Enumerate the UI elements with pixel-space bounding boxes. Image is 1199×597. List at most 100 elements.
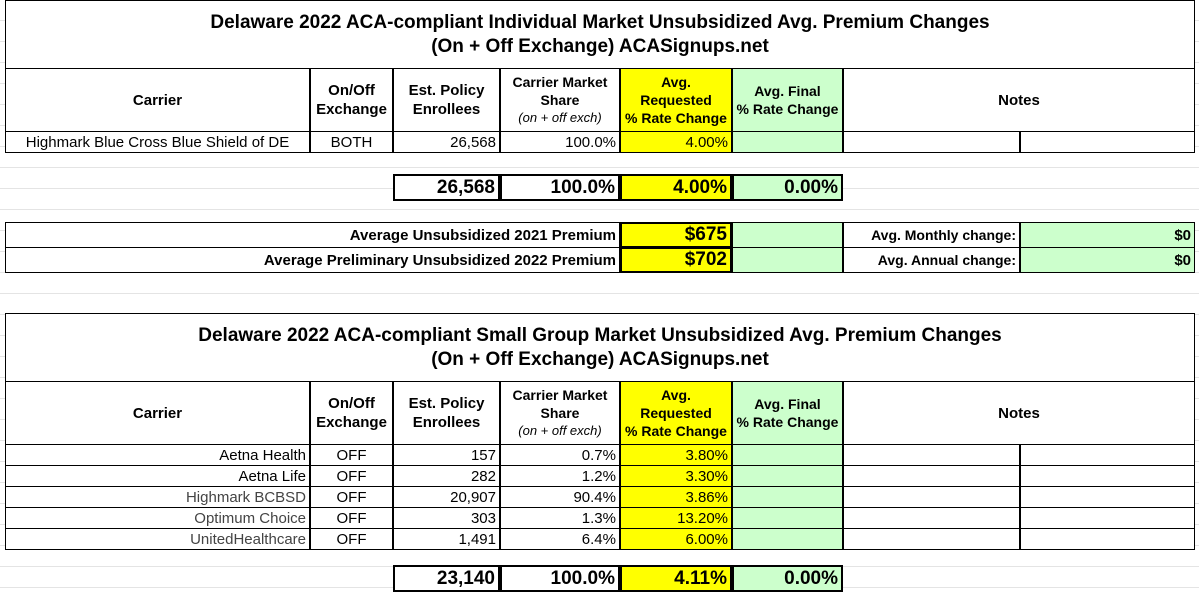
total-cell: 0.00% bbox=[732, 565, 843, 592]
empty-cell bbox=[1020, 131, 1195, 153]
data-cell: OFF bbox=[310, 444, 393, 466]
header-text: Carrier bbox=[132, 404, 183, 422]
header-text: Est. Policy bbox=[408, 82, 485, 99]
header-text: Share bbox=[540, 92, 580, 108]
data-cell: 20,907 bbox=[393, 486, 500, 508]
header-text: Avg. Final bbox=[754, 396, 821, 412]
header-text: (on + off exch) bbox=[518, 423, 602, 438]
data-cell: 6.4% bbox=[500, 528, 620, 550]
header-text: % Rate Change bbox=[625, 110, 727, 126]
total-cell: 26,568 bbox=[393, 174, 500, 201]
empty-cell bbox=[732, 247, 843, 273]
header-text: Carrier Market bbox=[512, 74, 608, 90]
total-cell: 100.0% bbox=[500, 565, 620, 592]
data-cell: 282 bbox=[393, 465, 500, 487]
data-cell: OFF bbox=[310, 528, 393, 550]
data-cell: 157 bbox=[393, 444, 500, 466]
data-cell: 3.30% bbox=[620, 465, 732, 487]
header-cell: Avg. Requested % Rate Change bbox=[620, 68, 732, 132]
empty-cell bbox=[732, 131, 843, 153]
header-cell: Est. Policy Enrollees bbox=[393, 68, 500, 132]
title-line: Delaware 2022 ACA-compliant Small Group … bbox=[198, 324, 1002, 346]
change-value: $0 bbox=[1020, 247, 1195, 273]
section-title: Delaware 2022 ACA-compliant Individual M… bbox=[5, 0, 1195, 69]
section-title: Delaware 2022 ACA-compliant Small Group … bbox=[5, 313, 1195, 382]
data-cell: 4.00% bbox=[620, 131, 732, 153]
data-cell: 26,568 bbox=[393, 131, 500, 153]
data-cell: 1.2% bbox=[500, 465, 620, 487]
data-cell: Optimum Choice bbox=[5, 507, 310, 529]
header-text: Notes bbox=[998, 91, 1040, 109]
data-cell: BOTH bbox=[310, 131, 393, 153]
total-cell: 100.0% bbox=[500, 174, 620, 201]
header-cell: Notes bbox=[843, 68, 1195, 132]
header-text: On/Off bbox=[328, 82, 375, 99]
header-text: Avg. bbox=[661, 74, 691, 90]
header-cell: Notes bbox=[843, 381, 1195, 445]
total-cell: 0.00% bbox=[732, 174, 843, 201]
empty-cell bbox=[843, 486, 1020, 508]
title-line: Delaware 2022 ACA-compliant Individual M… bbox=[210, 11, 990, 33]
header-cell: On/Off Exchange bbox=[310, 381, 393, 445]
data-cell: Aetna Life bbox=[5, 465, 310, 487]
empty-cell bbox=[1020, 486, 1195, 508]
data-cell: 3.80% bbox=[620, 444, 732, 466]
header-text: Share bbox=[540, 405, 580, 421]
data-cell: 13.20% bbox=[620, 507, 732, 529]
change-value: $0 bbox=[1020, 222, 1195, 248]
header-text: % Rate Change bbox=[736, 414, 839, 430]
header-cell: Est. Policy Enrollees bbox=[393, 381, 500, 445]
header-text: Carrier Market bbox=[512, 387, 608, 403]
data-cell: 100.0% bbox=[500, 131, 620, 153]
header-cell: Avg. Requested % Rate Change bbox=[620, 381, 732, 445]
data-cell: Aetna Health bbox=[5, 444, 310, 466]
header-text: Requested bbox=[640, 405, 712, 421]
header-text: % Rate Change bbox=[625, 423, 727, 439]
data-cell: 3.86% bbox=[620, 486, 732, 508]
data-cell: Highmark BCBSD bbox=[5, 486, 310, 508]
header-text: % Rate Change bbox=[736, 101, 839, 117]
header-text: (on + off exch) bbox=[518, 110, 602, 125]
empty-cell bbox=[732, 444, 843, 466]
header-text: Avg. bbox=[661, 387, 691, 403]
empty-cell bbox=[1020, 528, 1195, 550]
data-cell: OFF bbox=[310, 486, 393, 508]
title-line: (On + Off Exchange) ACASignups.net bbox=[431, 348, 769, 370]
premium-label: Average Unsubsidized 2021 Premium bbox=[5, 222, 620, 248]
change-label: Avg. Annual change: bbox=[843, 247, 1020, 273]
header-cell: Carrier bbox=[5, 68, 310, 132]
premium-value: $675 bbox=[620, 222, 732, 248]
title-line: (On + Off Exchange) ACASignups.net bbox=[431, 35, 769, 57]
data-cell: 1,491 bbox=[393, 528, 500, 550]
empty-cell bbox=[732, 486, 843, 508]
data-cell: UnitedHealthcare bbox=[5, 528, 310, 550]
empty-cell bbox=[843, 465, 1020, 487]
empty-cell bbox=[732, 528, 843, 550]
data-cell: OFF bbox=[310, 465, 393, 487]
empty-cell bbox=[843, 131, 1020, 153]
empty-cell bbox=[732, 465, 843, 487]
header-text: Enrollees bbox=[412, 414, 481, 431]
total-cell: 4.00% bbox=[620, 174, 732, 201]
header-text: Enrollees bbox=[412, 101, 481, 118]
data-cell: 90.4% bbox=[500, 486, 620, 508]
header-text: Exchange bbox=[316, 414, 387, 431]
empty-cell bbox=[1020, 465, 1195, 487]
data-cell: 0.7% bbox=[500, 444, 620, 466]
header-text: Est. Policy bbox=[408, 395, 485, 412]
header-cell: Carrier Market Share (on + off exch) bbox=[500, 381, 620, 445]
header-cell: Avg. Final % Rate Change bbox=[732, 68, 843, 132]
header-cell: Carrier Market Share (on + off exch) bbox=[500, 68, 620, 132]
total-cell: 4.11% bbox=[620, 565, 732, 592]
change-label: Avg. Monthly change: bbox=[843, 222, 1020, 248]
empty-cell bbox=[843, 528, 1020, 550]
data-cell: 303 bbox=[393, 507, 500, 529]
data-cell: 1.3% bbox=[500, 507, 620, 529]
header-text: On/Off bbox=[328, 395, 375, 412]
header-text: Notes bbox=[998, 404, 1040, 422]
header-text: Exchange bbox=[316, 101, 387, 118]
data-cell: Highmark Blue Cross Blue Shield of DE bbox=[5, 131, 310, 153]
header-cell: On/Off Exchange bbox=[310, 68, 393, 132]
empty-cell bbox=[732, 222, 843, 248]
